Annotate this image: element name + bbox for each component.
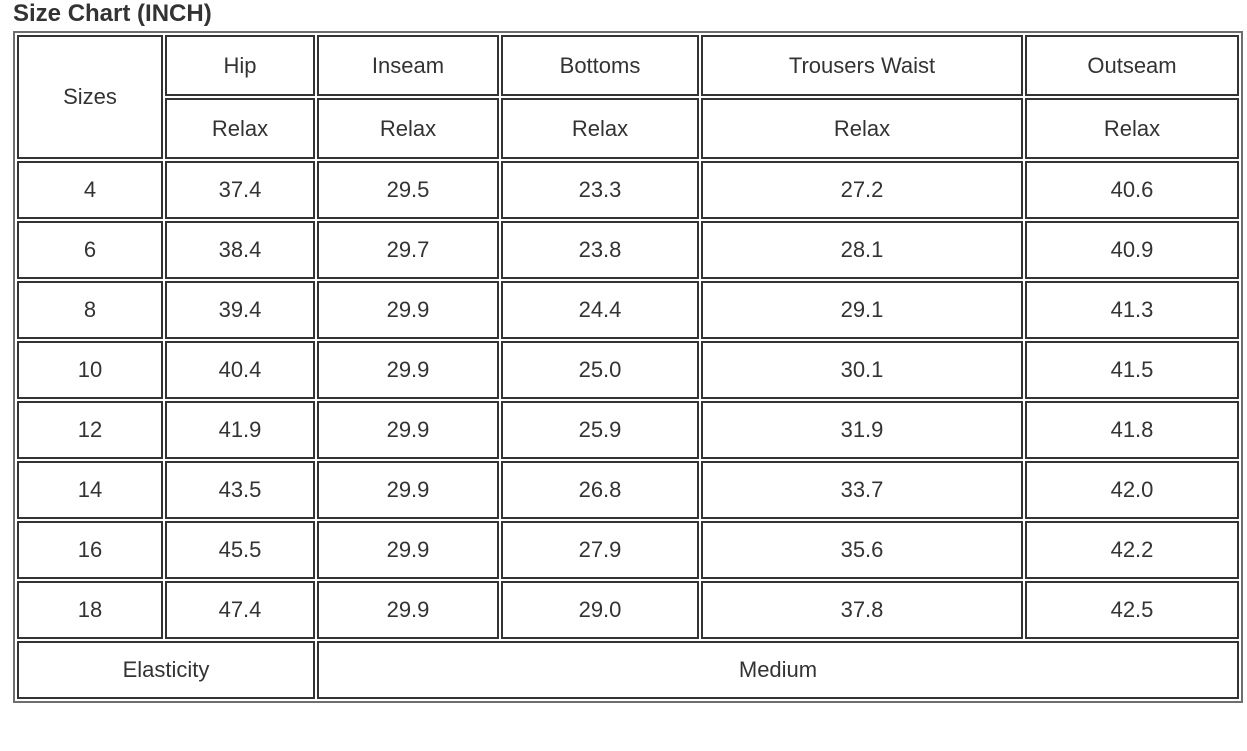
hip-cell: 43.5 (165, 461, 315, 519)
size-cell: 8 (17, 281, 163, 339)
table-row: 10 40.4 29.9 25.0 30.1 41.5 (17, 341, 1239, 399)
footer-row: Elasticity Medium (17, 641, 1239, 699)
bottoms-cell: 27.9 (501, 521, 699, 579)
table-row: 12 41.9 29.9 25.9 31.9 41.8 (17, 401, 1239, 459)
outseam-cell: 42.2 (1025, 521, 1239, 579)
size-cell: 14 (17, 461, 163, 519)
size-cell: 6 (17, 221, 163, 279)
trousers-waist-cell: 33.7 (701, 461, 1023, 519)
table-row: 4 37.4 29.5 23.3 27.2 40.6 (17, 161, 1239, 219)
hip-cell: 40.4 (165, 341, 315, 399)
table-row: 16 45.5 29.9 27.9 35.6 42.2 (17, 521, 1239, 579)
size-cell: 4 (17, 161, 163, 219)
size-chart-table: Sizes Hip Inseam Bottoms Trousers Waist … (13, 31, 1243, 703)
bottoms-cell: 23.8 (501, 221, 699, 279)
hip-cell: 39.4 (165, 281, 315, 339)
outseam-cell: 41.5 (1025, 341, 1239, 399)
column-header-hip: Hip (165, 35, 315, 96)
table-row: 18 47.4 29.9 29.0 37.8 42.5 (17, 581, 1239, 639)
subheader-relax: Relax (1025, 98, 1239, 159)
subheader-row: Relax Relax Relax Relax Relax (17, 98, 1239, 159)
elasticity-value: Medium (317, 641, 1239, 699)
hip-cell: 38.4 (165, 221, 315, 279)
outseam-cell: 40.9 (1025, 221, 1239, 279)
subheader-relax: Relax (501, 98, 699, 159)
bottoms-cell: 24.4 (501, 281, 699, 339)
hip-cell: 41.9 (165, 401, 315, 459)
trousers-waist-cell: 35.6 (701, 521, 1023, 579)
bottoms-cell: 26.8 (501, 461, 699, 519)
outseam-cell: 42.5 (1025, 581, 1239, 639)
column-header-bottoms: Bottoms (501, 35, 699, 96)
hip-cell: 37.4 (165, 161, 315, 219)
inseam-cell: 29.7 (317, 221, 499, 279)
trousers-waist-cell: 37.8 (701, 581, 1023, 639)
inseam-cell: 29.9 (317, 581, 499, 639)
trousers-waist-cell: 29.1 (701, 281, 1023, 339)
bottoms-cell: 23.3 (501, 161, 699, 219)
inseam-cell: 29.9 (317, 521, 499, 579)
header-row: Sizes Hip Inseam Bottoms Trousers Waist … (17, 35, 1239, 159)
outseam-cell: 42.0 (1025, 461, 1239, 519)
trousers-waist-cell: 30.1 (701, 341, 1023, 399)
trousers-waist-cell: 28.1 (701, 221, 1023, 279)
size-cell: 18 (17, 581, 163, 639)
bottoms-cell: 25.0 (501, 341, 699, 399)
subheader-relax: Relax (317, 98, 499, 159)
outseam-cell: 41.8 (1025, 401, 1239, 459)
size-cell: 16 (17, 521, 163, 579)
inseam-cell: 29.5 (317, 161, 499, 219)
trousers-waist-cell: 27.2 (701, 161, 1023, 219)
column-header-inseam: Inseam (317, 35, 499, 96)
elasticity-label: Elasticity (17, 641, 315, 699)
table-row: 8 39.4 29.9 24.4 29.1 41.3 (17, 281, 1239, 339)
inseam-cell: 29.9 (317, 281, 499, 339)
sizes-header: Sizes (17, 35, 163, 159)
inseam-cell: 29.9 (317, 341, 499, 399)
inseam-cell: 29.9 (317, 401, 499, 459)
table-row: 14 43.5 29.9 26.8 33.7 42.0 (17, 461, 1239, 519)
inseam-cell: 29.9 (317, 461, 499, 519)
bottoms-cell: 29.0 (501, 581, 699, 639)
trousers-waist-cell: 31.9 (701, 401, 1023, 459)
page-title: Size Chart (INCH) (13, 0, 212, 27)
column-header-trousers-waist: Trousers Waist (701, 35, 1023, 96)
size-cell: 12 (17, 401, 163, 459)
hip-cell: 45.5 (165, 521, 315, 579)
table-row: 6 38.4 29.7 23.8 28.1 40.9 (17, 221, 1239, 279)
column-header-outseam: Outseam (1025, 35, 1239, 96)
subheader-relax: Relax (165, 98, 315, 159)
bottoms-cell: 25.9 (501, 401, 699, 459)
hip-cell: 47.4 (165, 581, 315, 639)
outseam-cell: 40.6 (1025, 161, 1239, 219)
size-cell: 10 (17, 341, 163, 399)
outseam-cell: 41.3 (1025, 281, 1239, 339)
subheader-relax: Relax (701, 98, 1023, 159)
